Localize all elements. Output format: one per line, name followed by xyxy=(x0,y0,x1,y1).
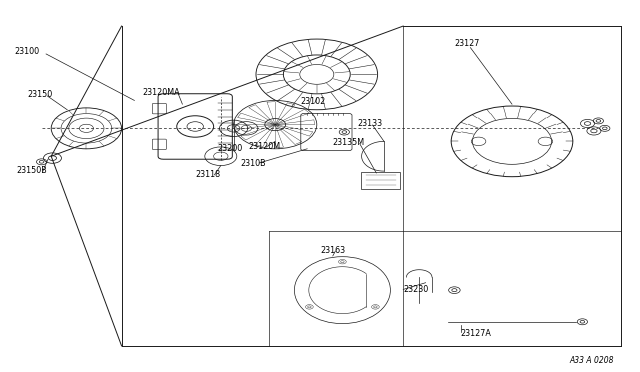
Text: 23102: 23102 xyxy=(301,97,326,106)
Text: A33 A 0208: A33 A 0208 xyxy=(570,356,614,365)
Text: 23150: 23150 xyxy=(27,90,52,99)
Text: 23100: 23100 xyxy=(14,47,39,56)
Text: 23120MA: 23120MA xyxy=(142,88,180,97)
Text: 23150B: 23150B xyxy=(16,166,47,175)
Text: 23200: 23200 xyxy=(218,144,243,153)
Text: 23135M: 23135M xyxy=(333,138,365,147)
Text: 23133: 23133 xyxy=(357,119,382,128)
Text: 23120M: 23120M xyxy=(248,142,280,151)
Text: 23163: 23163 xyxy=(320,246,345,255)
Text: 2310B: 2310B xyxy=(240,158,266,167)
Text: 23127A: 23127A xyxy=(461,328,492,337)
Text: 23118: 23118 xyxy=(195,170,220,179)
Text: 23127: 23127 xyxy=(454,39,480,48)
Text: 23230: 23230 xyxy=(403,285,428,294)
